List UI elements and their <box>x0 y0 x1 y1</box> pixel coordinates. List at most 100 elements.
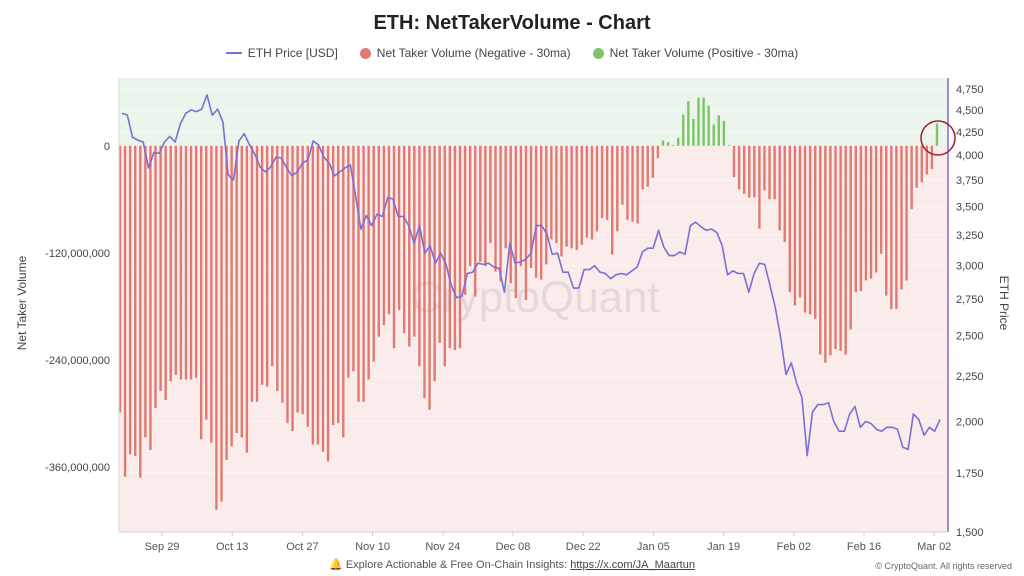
negative-bar <box>585 145 589 238</box>
negative-bar <box>646 145 649 187</box>
eth-price-line <box>121 94 941 457</box>
x-tick-label: Feb 02 <box>777 541 811 553</box>
y-axis-title: Net Taker Volume <box>15 255 29 350</box>
negative-bar <box>768 145 771 200</box>
negative-bar <box>149 145 152 450</box>
x-tick-label: Feb 16 <box>847 541 881 553</box>
negative-bar <box>611 145 614 255</box>
legend-item-eth-price[interactable]: ETH Price [USD] <box>225 46 338 60</box>
negative-bar <box>255 145 259 402</box>
negative-bar <box>134 145 137 457</box>
negative-zone <box>119 145 948 532</box>
negative-bar <box>575 145 578 251</box>
x-tick-label: Dec 22 <box>566 541 601 553</box>
negative-bar <box>808 145 812 315</box>
negative-bar <box>854 145 858 293</box>
negative-bar <box>276 145 279 392</box>
negative-bar <box>910 145 913 210</box>
negative-bar <box>367 145 370 380</box>
positive-bar <box>687 101 690 146</box>
negative-bar <box>220 145 223 502</box>
negative-bar <box>514 145 518 299</box>
x-tick-label: Oct 27 <box>286 541 318 553</box>
negative-bar <box>839 145 842 351</box>
negative-bar <box>534 145 538 278</box>
negative-bar <box>737 145 741 190</box>
legend-item-positive[interactable]: Net Taker Volume (Positive - 30ma) <box>592 46 798 60</box>
negative-bar <box>489 145 492 244</box>
negative-bar <box>565 145 568 247</box>
footer-link[interactable]: https://x.com/JA_Maartun <box>570 559 695 571</box>
y2-axis-title: ETH Price <box>997 276 1011 331</box>
y2-tick-label: 2,000 <box>956 416 984 428</box>
negative-bar <box>824 145 827 363</box>
y-tick-label: -360,000,000 <box>45 462 110 474</box>
x-tick-label: Sep 29 <box>145 541 180 553</box>
negative-bar <box>311 145 315 445</box>
negative-bar <box>879 145 883 254</box>
negative-bar <box>225 145 228 460</box>
negative-bar <box>763 145 766 191</box>
negative-bar <box>803 145 807 313</box>
negative-bar <box>235 145 238 433</box>
negative-bar <box>337 145 340 424</box>
negative-bar <box>245 145 249 453</box>
negative-bar <box>291 145 294 432</box>
negative-bar <box>849 145 852 330</box>
negative-bar <box>560 145 563 257</box>
negative-bar <box>732 145 736 178</box>
negative-bar <box>301 145 304 415</box>
y-tick-label: 0 <box>104 141 110 153</box>
negative-bar <box>423 145 426 399</box>
negative-bar <box>555 145 558 244</box>
y2-tick-label: 3,000 <box>956 261 984 273</box>
legend-item-negative[interactable]: Net Taker Volume (Negative - 30ma) <box>359 46 571 60</box>
y2-tick-label: 2,750 <box>956 294 984 306</box>
negative-bar <box>504 145 507 249</box>
negative-bar <box>189 145 193 380</box>
negative-bar <box>758 145 761 229</box>
negative-bar <box>829 145 832 356</box>
x-tick-label: Mar 02 <box>917 541 951 553</box>
negative-bar <box>753 145 756 198</box>
negative-bar <box>885 145 888 296</box>
negative-bar <box>479 145 482 262</box>
negative-bar <box>377 145 381 337</box>
annotation-circle <box>920 120 956 156</box>
negative-bar <box>362 145 365 402</box>
negative-bar <box>458 145 462 349</box>
negative-bar <box>265 145 269 387</box>
y-tick-label: -240,000,000 <box>45 355 110 367</box>
negative-bar <box>144 145 147 438</box>
negative-bar <box>118 145 122 413</box>
negative-bar <box>215 145 218 510</box>
negative-bar <box>321 145 325 452</box>
negative-bar <box>240 145 243 438</box>
positive-bar <box>661 140 665 146</box>
negative-bar <box>864 145 868 281</box>
negative-bar <box>474 145 477 297</box>
negative-bar <box>159 145 162 392</box>
positive-bar <box>671 144 675 146</box>
negative-bar <box>296 145 299 413</box>
negative-bar <box>925 145 929 175</box>
negative-bar <box>590 145 594 240</box>
bell-icon: 🔔 <box>329 559 343 571</box>
negative-bar <box>509 145 512 284</box>
copyright: © CryptoQuant. All rights reserved <box>875 561 1012 571</box>
negative-bar <box>930 145 934 169</box>
negative-bar <box>814 145 817 319</box>
negative-bar <box>316 145 320 445</box>
negative-bar <box>550 145 553 240</box>
negative-bar <box>387 145 391 315</box>
y2-tick-label: 4,000 <box>956 150 984 162</box>
positive-bar <box>702 97 705 146</box>
negative-bar <box>418 145 421 367</box>
positive-bar <box>935 123 939 146</box>
negative-bar <box>905 145 908 281</box>
legend-label: Net Taker Volume (Negative - 30ma) <box>376 46 571 60</box>
positive-bar <box>682 114 685 146</box>
negative-bar <box>793 145 797 306</box>
negative-bar <box>621 145 624 205</box>
y2-tick-label: 2,500 <box>956 331 984 343</box>
